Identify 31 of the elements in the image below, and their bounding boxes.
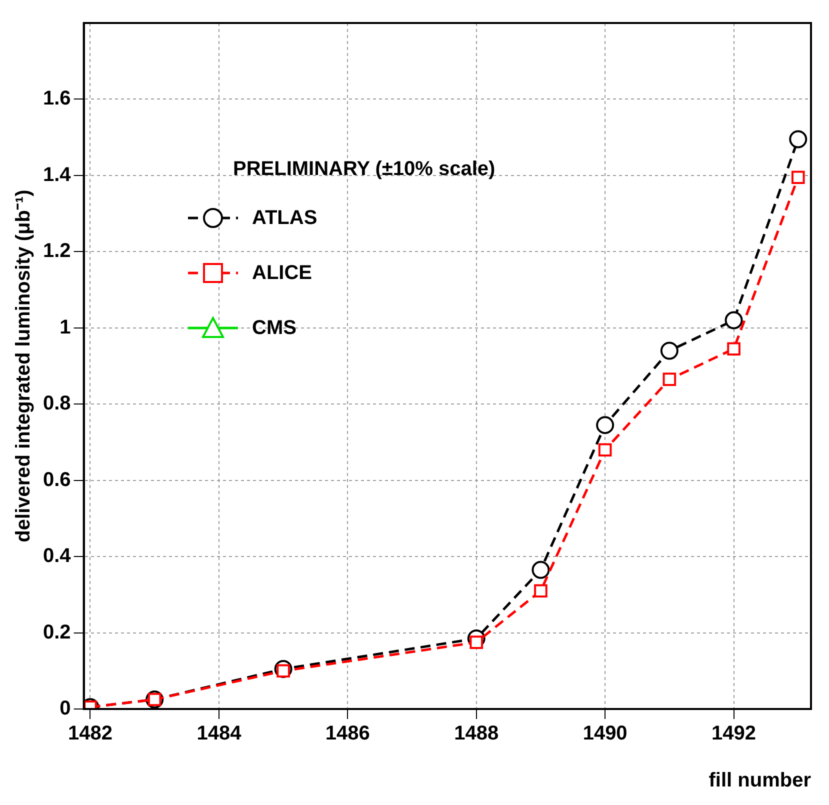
point [789, 130, 808, 148]
x-tick-label: 1492 [712, 722, 756, 745]
x-tick-label: 1484 [196, 722, 242, 745]
x-tick-label: 1482 [68, 722, 112, 745]
legend-title: PRELIMINARY (±10% scale) [233, 158, 496, 181]
point [660, 342, 678, 360]
point [598, 443, 612, 456]
y-tick-label: 1 [60, 316, 71, 338]
y-tick-label: 0.8 [42, 392, 71, 415]
y-tick-label: 0.6 [42, 468, 71, 491]
point [791, 170, 805, 184]
point [662, 372, 676, 386]
point [534, 584, 548, 598]
legend-label: ALICE [252, 262, 312, 284]
legend-label: CMS [252, 316, 296, 340]
y-tick-label: 0.2 [42, 621, 71, 644]
y-tick-label: 1.4 [42, 164, 72, 186]
x-tick-label: 1488 [454, 722, 499, 745]
x-tick-label: 1486 [325, 722, 370, 745]
y-axis-title: delivered integrated luminosity (μb⁻¹) [12, 190, 35, 542]
y-tick-label: 1.6 [42, 88, 71, 110]
x-axis-title: fill number [708, 770, 812, 792]
point [596, 416, 614, 434]
x-tick-label: 1490 [582, 722, 628, 745]
y-tick-label: 0.4 [42, 545, 72, 568]
point [727, 342, 740, 356]
point [532, 560, 550, 579]
y-tick-label: 1.2 [42, 240, 71, 262]
y-tick-label: 0 [60, 698, 71, 720]
point [724, 311, 743, 330]
legend-label: ATLAS [252, 206, 318, 230]
